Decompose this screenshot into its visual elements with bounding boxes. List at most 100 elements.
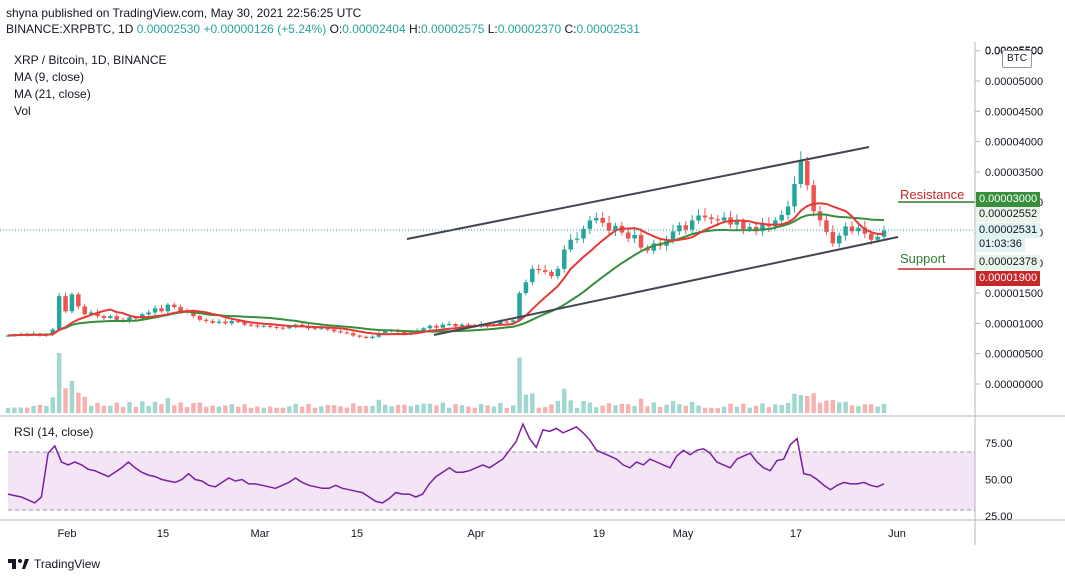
candle-body[interactable] bbox=[63, 296, 68, 312]
candle-body[interactable] bbox=[760, 224, 765, 232]
candle-body[interactable] bbox=[274, 327, 279, 329]
candle-body[interactable] bbox=[440, 324, 446, 328]
candle-body[interactable] bbox=[446, 324, 452, 326]
candle-body[interactable] bbox=[319, 327, 324, 329]
candle-body[interactable] bbox=[287, 327, 292, 329]
legend-ma21[interactable]: MA (21, close) bbox=[14, 87, 91, 101]
candle-body[interactable] bbox=[747, 227, 752, 229]
candle-body[interactable] bbox=[88, 312, 94, 315]
candle-body[interactable] bbox=[402, 331, 407, 334]
candle-body[interactable] bbox=[82, 306, 87, 315]
candle-body[interactable] bbox=[76, 294, 81, 307]
candle-body[interactable] bbox=[779, 214, 784, 221]
candle-body[interactable] bbox=[351, 333, 356, 336]
candle-body[interactable] bbox=[856, 227, 861, 232]
candle-body[interactable] bbox=[862, 227, 868, 234]
time-axis[interactable]: Feb 15 Mar 15 Apr 19 May 17 Jun bbox=[58, 528, 906, 540]
candle-body[interactable] bbox=[197, 316, 203, 320]
candle-body[interactable] bbox=[146, 312, 151, 315]
candle-body[interactable] bbox=[338, 331, 343, 333]
candle-body[interactable] bbox=[562, 249, 567, 269]
candle-body[interactable] bbox=[638, 234, 644, 248]
candle-body[interactable] bbox=[434, 325, 439, 328]
candle-body[interactable] bbox=[849, 226, 855, 232]
channel-lower-line[interactable] bbox=[433, 236, 899, 336]
candle-body[interactable] bbox=[127, 317, 132, 321]
candle-body[interactable] bbox=[165, 304, 171, 312]
currency-badge[interactable]: BTC bbox=[1002, 50, 1032, 68]
candles[interactable] bbox=[5, 151, 887, 340]
candle-body[interactable] bbox=[632, 234, 637, 239]
candle-body[interactable] bbox=[95, 312, 100, 317]
candle-body[interactable] bbox=[721, 217, 727, 221]
candle-body[interactable] bbox=[568, 239, 573, 250]
candle-body[interactable] bbox=[299, 324, 305, 326]
candle-body[interactable] bbox=[689, 220, 695, 230]
candle-body[interactable] bbox=[581, 228, 586, 239]
candle-body[interactable] bbox=[453, 324, 458, 327]
candle-body[interactable] bbox=[837, 235, 842, 244]
candle-body[interactable] bbox=[331, 329, 337, 332]
candle-body[interactable] bbox=[715, 219, 720, 221]
candle-body[interactable] bbox=[152, 308, 158, 313]
candle-body[interactable] bbox=[734, 221, 740, 225]
candle-body[interactable] bbox=[242, 322, 247, 325]
candle-body[interactable] bbox=[159, 308, 164, 312]
candle-body[interactable] bbox=[344, 332, 350, 334]
candle-body[interactable] bbox=[510, 320, 516, 323]
candle-body[interactable] bbox=[683, 225, 689, 230]
candle-body[interactable] bbox=[702, 215, 708, 218]
candle-body[interactable] bbox=[383, 331, 388, 334]
candle-body[interactable] bbox=[600, 217, 605, 223]
candle-body[interactable] bbox=[459, 324, 465, 327]
candle-body[interactable] bbox=[805, 160, 810, 186]
channel-upper-line[interactable] bbox=[406, 146, 870, 240]
candle-body[interactable] bbox=[427, 325, 433, 329]
candle-body[interactable] bbox=[811, 185, 816, 212]
candle-body[interactable] bbox=[587, 220, 593, 229]
candle-body[interactable] bbox=[696, 215, 701, 221]
candle-body[interactable] bbox=[709, 217, 714, 220]
candle-body[interactable] bbox=[325, 327, 330, 330]
candle-body[interactable] bbox=[625, 232, 631, 239]
candle-body[interactable] bbox=[50, 329, 55, 335]
candle-body[interactable] bbox=[843, 226, 848, 236]
candle-body[interactable] bbox=[549, 271, 554, 277]
candle-body[interactable] bbox=[555, 268, 561, 277]
legend-ma9[interactable]: MA (9, close) bbox=[14, 70, 85, 84]
candle-body[interactable] bbox=[574, 238, 580, 240]
candle-body[interactable] bbox=[677, 225, 682, 232]
candle-body[interactable] bbox=[108, 316, 113, 318]
candle-body[interactable] bbox=[651, 243, 657, 251]
candle-body[interactable] bbox=[536, 268, 541, 271]
legend-rsi[interactable]: RSI (14, close) bbox=[14, 425, 94, 439]
candle-body[interactable] bbox=[191, 312, 196, 317]
candle-body[interactable] bbox=[178, 307, 183, 312]
candle-body[interactable] bbox=[594, 217, 599, 221]
candle-body[interactable] bbox=[203, 319, 209, 321]
candle-body[interactable] bbox=[56, 296, 62, 330]
candle-body[interactable] bbox=[363, 336, 369, 338]
candle-body[interactable] bbox=[255, 325, 260, 327]
candle-body[interactable] bbox=[542, 270, 548, 272]
candle-body[interactable] bbox=[785, 206, 791, 215]
candle-body[interactable] bbox=[817, 211, 823, 221]
candle-body[interactable] bbox=[670, 231, 676, 241]
candle-body[interactable] bbox=[223, 321, 228, 324]
candle-body[interactable] bbox=[210, 320, 215, 323]
candle-body[interactable] bbox=[216, 321, 222, 323]
candle-body[interactable] bbox=[5, 335, 11, 337]
candle-body[interactable] bbox=[613, 225, 618, 231]
candle-body[interactable] bbox=[172, 304, 177, 308]
candle-body[interactable] bbox=[523, 282, 529, 294]
candle-body[interactable] bbox=[466, 324, 471, 326]
candle-body[interactable] bbox=[830, 231, 836, 244]
candle-body[interactable] bbox=[370, 336, 375, 338]
candle-body[interactable] bbox=[69, 294, 75, 312]
candle-body[interactable] bbox=[868, 233, 874, 240]
tradingview-logo[interactable]: TradingView bbox=[8, 557, 100, 571]
candle-body[interactable] bbox=[517, 293, 522, 321]
candle-body[interactable] bbox=[498, 321, 503, 325]
legend-vol[interactable]: Vol bbox=[14, 104, 31, 118]
